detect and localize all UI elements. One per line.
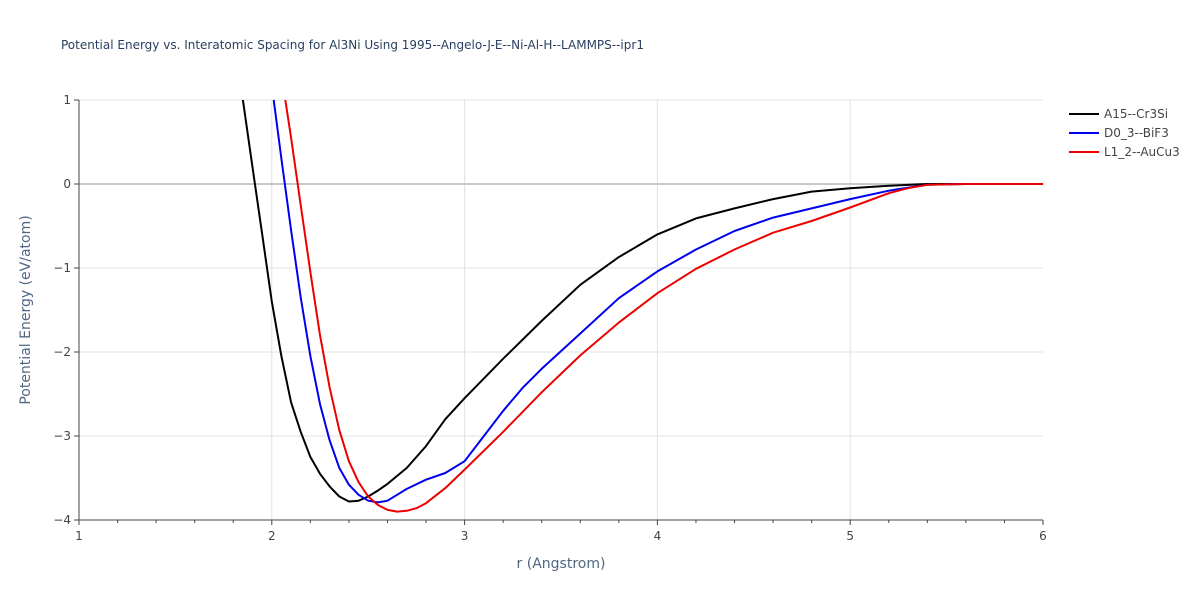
x-tick-label: 4 [654, 529, 662, 543]
x-tick-label: 3 [461, 529, 469, 543]
y-tick-label: −4 [53, 513, 71, 527]
series-line-d0-3-bif3 [272, 100, 1043, 504]
chart-title: Potential Energy vs. Interatomic Spacing… [61, 38, 644, 52]
axis-layer: 1 2 3 4 5 6 1 0 −1 −2 −3 −4 [53, 93, 1047, 543]
legend-label: L1_2--AuCu3 [1104, 145, 1180, 159]
x-tick-label: 1 [75, 529, 83, 543]
series-line-l1-2-aucu3 [284, 100, 1043, 513]
legend: A15--Cr3Si D0_3--BiF3 L1_2--AuCu3 [1069, 107, 1180, 159]
series-line-a15-cr3si [241, 100, 1043, 503]
y-tick-label: −3 [53, 429, 71, 443]
y-tick-label: 0 [63, 177, 71, 191]
x-tick-label: 6 [1039, 529, 1047, 543]
x-tick-label: 5 [846, 529, 854, 543]
legend-label: D0_3--BiF3 [1104, 126, 1169, 140]
x-axis-title: r (Angstrom) [517, 556, 606, 572]
y-tick-label: −2 [53, 345, 71, 359]
x-tick-label: 2 [268, 529, 276, 543]
y-tick-label: −1 [53, 261, 71, 275]
y-axis-title: Potential Energy (eV/atom) [18, 215, 34, 404]
grid-layer [79, 99, 1043, 520]
legend-label: A15--Cr3Si [1104, 107, 1168, 121]
series-layer [241, 100, 1043, 513]
y-tick-label: 1 [63, 93, 71, 107]
